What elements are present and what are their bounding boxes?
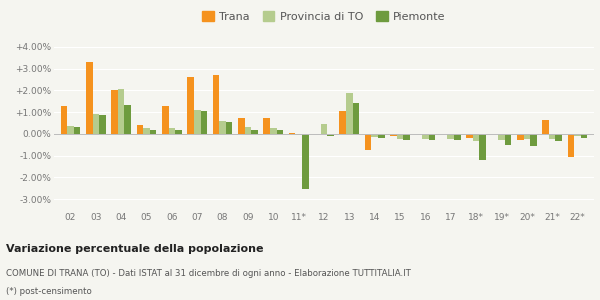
Bar [346, 93, 353, 134]
Bar [422, 134, 429, 139]
Text: (*) post-censimento: (*) post-censimento [6, 286, 92, 296]
Bar [466, 134, 473, 138]
Bar [542, 120, 549, 134]
Bar [251, 130, 258, 134]
Bar [556, 134, 562, 142]
Bar [321, 124, 327, 134]
Bar [219, 121, 226, 134]
Bar [111, 90, 118, 134]
Bar [403, 134, 410, 140]
Bar [86, 62, 92, 134]
Legend: Trana, Provincia di TO, Piemonte: Trana, Provincia di TO, Piemonte [198, 7, 450, 26]
Bar [169, 128, 175, 134]
Bar [397, 134, 403, 139]
Bar [371, 134, 378, 137]
Bar [479, 134, 486, 160]
Bar [429, 134, 435, 140]
Bar [175, 130, 182, 134]
Bar [124, 104, 131, 134]
Bar [574, 134, 581, 136]
Bar [568, 134, 574, 157]
Bar [200, 111, 207, 134]
Bar [390, 134, 397, 136]
Bar [454, 134, 461, 140]
Bar [473, 134, 479, 142]
Bar [327, 134, 334, 136]
Bar [524, 134, 530, 139]
Bar [340, 111, 346, 134]
Bar [302, 134, 308, 189]
Bar [581, 134, 587, 138]
Bar [213, 75, 219, 134]
Bar [143, 128, 150, 134]
Bar [263, 118, 270, 134]
Bar [245, 127, 251, 134]
Bar [289, 133, 295, 134]
Bar [74, 127, 80, 134]
Bar [530, 134, 537, 146]
Bar [99, 116, 106, 134]
Bar [137, 125, 143, 134]
Bar [353, 103, 359, 134]
Bar [61, 106, 67, 134]
Bar [277, 130, 283, 134]
Bar [295, 134, 302, 135]
Bar [238, 118, 245, 134]
Bar [517, 134, 524, 140]
Text: Variazione percentuale della popolazione: Variazione percentuale della popolazione [6, 244, 263, 254]
Text: COMUNE DI TRANA (TO) - Dati ISTAT al 31 dicembre di ogni anno - Elaborazione TUT: COMUNE DI TRANA (TO) - Dati ISTAT al 31 … [6, 268, 411, 278]
Bar [270, 128, 277, 134]
Bar [92, 114, 99, 134]
Bar [226, 122, 232, 134]
Bar [67, 126, 74, 134]
Bar [162, 106, 169, 134]
Bar [448, 134, 454, 139]
Bar [505, 134, 511, 145]
Bar [118, 89, 124, 134]
Bar [498, 134, 505, 140]
Bar [150, 130, 157, 134]
Bar [194, 110, 200, 134]
Bar [549, 134, 556, 139]
Bar [378, 134, 385, 138]
Bar [187, 77, 194, 134]
Bar [365, 134, 371, 150]
